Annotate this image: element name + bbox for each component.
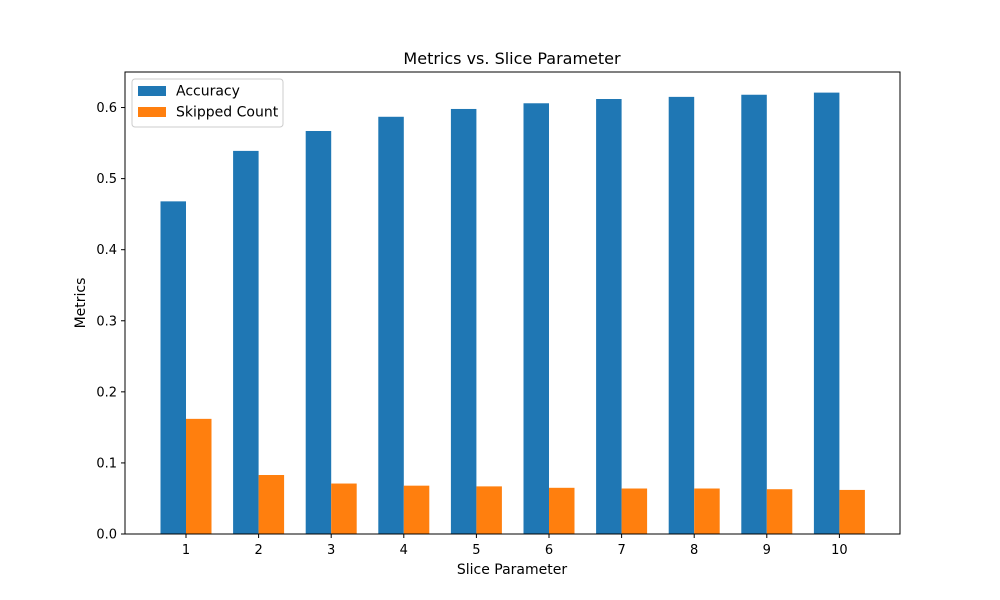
x-tick-label: 7 xyxy=(617,543,625,558)
bar-accuracy-10 xyxy=(813,92,840,534)
legend-swatch xyxy=(138,107,166,117)
bar-skipped-count-6 xyxy=(549,487,575,534)
y-tick-label: 0.0 xyxy=(96,528,117,543)
bar-skipped-count-10 xyxy=(839,489,865,534)
bar-accuracy-4 xyxy=(378,116,404,534)
bar-skipped-count-2 xyxy=(258,475,285,534)
x-tick-label: 6 xyxy=(545,543,553,558)
bar-accuracy-6 xyxy=(523,103,549,534)
plot-frame xyxy=(124,71,901,535)
x-tick-label: 4 xyxy=(400,543,408,558)
x-tick-label: 9 xyxy=(763,543,771,558)
bar-accuracy-3 xyxy=(305,130,332,535)
bar-skipped-count-7 xyxy=(621,488,648,534)
chart-title: Metrics vs. Slice Parameter xyxy=(403,49,621,68)
x-tick-label: 2 xyxy=(254,543,262,558)
y-tick-label: 0.4 xyxy=(96,243,117,258)
y-tick-label: 0.3 xyxy=(96,314,117,329)
bar-skipped-count-5 xyxy=(476,486,502,534)
x-tick-label: 3 xyxy=(327,543,335,558)
bar-skipped-count-1 xyxy=(186,418,212,534)
x-axis-label: Slice Parameter xyxy=(457,562,568,578)
legend-label: Accuracy xyxy=(176,84,240,100)
x-tick-label: 8 xyxy=(690,543,698,558)
x-tick-label: 5 xyxy=(472,543,480,558)
bar-accuracy-5 xyxy=(450,108,477,535)
bar-accuracy-2 xyxy=(233,150,259,534)
bar-skipped-count-8 xyxy=(694,488,720,534)
bar-accuracy-9 xyxy=(741,94,767,534)
y-tick-label: 0.6 xyxy=(96,101,117,116)
y-tick-label: 0.2 xyxy=(96,385,117,400)
legend-box xyxy=(131,78,284,128)
y-tick-label: 0.1 xyxy=(96,456,117,471)
y-axis-label: Metrics xyxy=(73,278,89,329)
bar-skipped-count-4 xyxy=(403,485,430,534)
legend: Accuracy Skipped Count xyxy=(131,78,284,128)
bar-accuracy-1 xyxy=(160,201,186,535)
bar-accuracy-7 xyxy=(596,99,622,535)
plot-area: 0.0 0.1 0.2 0.3 0.4 0.5 0.6 1 2 3 4 5 6 7 8 9 10 xyxy=(96,71,901,558)
bar-accuracy-8 xyxy=(668,96,695,534)
x-tick-label: 10 xyxy=(831,543,848,558)
bar-skipped-count-3 xyxy=(331,483,357,534)
y-tick-label: 0.5 xyxy=(96,172,117,187)
x-tick-label: 1 xyxy=(182,543,190,558)
bar-skipped-count-9 xyxy=(766,489,793,534)
legend-label: Skipped Count xyxy=(176,105,279,121)
legend-swatch xyxy=(138,86,166,96)
